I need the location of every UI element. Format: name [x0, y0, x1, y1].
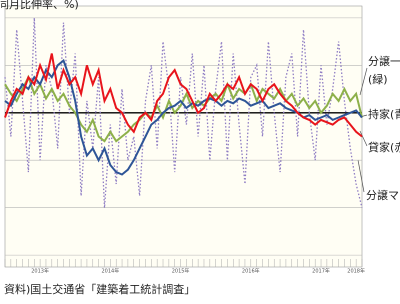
chart-title: 同月比伸率、%) [0, 0, 79, 11]
leader-line [359, 67, 368, 96]
x-tick-label: 2016年 [242, 268, 260, 275]
x-tick-label: 2013年 [31, 268, 49, 275]
x-tick-label: 2017年 [312, 268, 330, 275]
series-line [4, 53, 363, 138]
x-tick-label: 2018年 [347, 268, 365, 275]
legend-label: 分譲一 [368, 54, 400, 68]
legend-label: 持家(青 [368, 107, 400, 121]
x-tick-label: 2014年 [101, 268, 119, 275]
x-tick-label: 2015年 [172, 268, 190, 275]
plot-area [4, 5, 363, 268]
legend-label: 貸家(赤 [368, 140, 400, 154]
series-line [4, 74, 363, 143]
source-note: 資料)国土交通省「建築着工統計調査」 [4, 282, 195, 296]
leader-line [359, 130, 368, 147]
legend-label: (緑) [368, 72, 388, 86]
leader-line [357, 159, 365, 193]
legend-label: 分譲マ [366, 188, 399, 202]
